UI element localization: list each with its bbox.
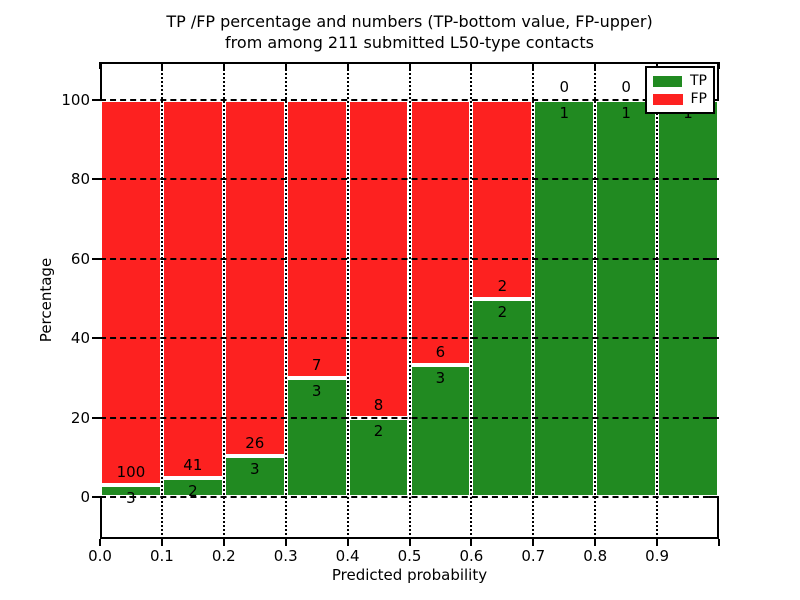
x-tick-label: 0.2	[211, 547, 236, 565]
y-tick-label: 60	[70, 249, 90, 268]
x-tick-mark	[594, 539, 597, 546]
tp-count-label: 1	[559, 104, 570, 123]
y-tick-label: 80	[70, 170, 90, 189]
gridline-v	[656, 62, 659, 539]
legend: TP FP	[645, 66, 715, 114]
x-tick-mark	[346, 539, 349, 546]
gridline-v	[532, 62, 535, 539]
x-tick-label: 0.6	[459, 547, 484, 565]
x-tick-mark	[656, 539, 659, 546]
x-tick-mark	[160, 539, 163, 546]
x-tick-mark	[99, 539, 101, 546]
x-tick-label: 0.8	[583, 547, 608, 565]
fp-count-label: 26	[245, 433, 265, 452]
x-tick-mark	[222, 62, 225, 69]
x-tick-label: 0.9	[645, 547, 670, 565]
x-tick-label: 0.5	[397, 547, 422, 565]
fp-bar-segment	[161, 100, 224, 479]
tp-count-label: 3	[435, 368, 446, 387]
tp-bar-segment	[595, 100, 658, 497]
tp-count-label: 3	[311, 381, 322, 400]
tp-bar-segment	[471, 298, 534, 497]
chart-title-line2: from among 211 submitted L50-type contac…	[225, 33, 594, 52]
y-tick-label: 0	[80, 487, 90, 506]
x-tick-mark	[656, 62, 659, 69]
y-tick-mark	[709, 257, 717, 260]
gridline-v	[470, 62, 473, 539]
y-tick-mark	[709, 416, 717, 419]
tp-count-label: 3	[249, 459, 260, 478]
y-tick-label: 20	[70, 408, 90, 427]
x-tick-label: 0.0	[88, 547, 112, 565]
x-tick-mark	[222, 539, 225, 546]
x-tick-mark	[532, 62, 535, 69]
y-tick-mark	[92, 99, 100, 102]
x-tick-label: 0.3	[273, 547, 298, 565]
y-tick-mark	[709, 495, 717, 498]
fp-count-label: 0	[559, 78, 570, 97]
y-tick-mark	[92, 178, 100, 181]
legend-label-tp: TP	[690, 73, 707, 89]
x-tick-mark	[346, 62, 349, 69]
chart-title: TP /FP percentage and numbers (TP-bottom…	[100, 11, 719, 53]
tp-count-label: 2	[373, 421, 384, 440]
legend-item-fp: FP	[653, 92, 707, 106]
tp-bar-segment	[657, 100, 719, 497]
x-tick-mark	[284, 62, 287, 69]
legend-item-tp: TP	[653, 74, 707, 88]
y-tick-mark	[709, 178, 717, 181]
x-tick-mark	[160, 62, 163, 69]
tp-count-label: 1	[621, 104, 631, 123]
x-tick-mark	[408, 62, 411, 69]
fp-count-label: 6	[435, 342, 446, 361]
y-tick-mark	[709, 337, 717, 340]
x-tick-label: 0.1	[149, 547, 174, 565]
fp-count-label: 100	[116, 463, 146, 482]
y-tick-label: 100	[61, 91, 90, 110]
gridline-v	[594, 62, 597, 539]
gridline-v	[222, 62, 225, 539]
chart-title-line1: TP /FP percentage and numbers (TP-bottom…	[166, 12, 653, 31]
x-tick-label: 0.4	[335, 547, 360, 565]
x-tick-mark	[99, 62, 101, 69]
gridline-v	[408, 62, 411, 539]
gridline-v	[346, 62, 349, 539]
fp-swatch-icon	[653, 93, 683, 105]
gridline-v	[160, 62, 163, 539]
fp-count-label: 8	[373, 395, 384, 414]
tp-count-label: 3	[126, 489, 136, 508]
fp-count-label: 2	[497, 276, 508, 295]
x-tick-mark	[470, 539, 473, 546]
x-tick-mark	[718, 539, 720, 546]
gridline-v	[284, 62, 287, 539]
y-tick-mark	[92, 416, 100, 419]
fp-count-label: 7	[311, 355, 322, 374]
x-tick-mark	[408, 539, 411, 546]
y-tick-label: 40	[70, 329, 90, 348]
fp-bar-segment	[471, 100, 534, 299]
tp-count-label: 2	[497, 302, 508, 321]
y-tick-mark	[92, 257, 100, 260]
x-axis-label: Predicted probability	[331, 566, 488, 584]
x-tick-mark	[594, 62, 597, 69]
y-tick-mark	[92, 495, 100, 498]
x-tick-mark	[718, 62, 720, 69]
fp-bar-segment	[223, 100, 286, 456]
legend-label-fp: FP	[690, 91, 708, 107]
fp-bar-segment	[100, 100, 162, 486]
x-tick-label: 0.7	[521, 547, 546, 565]
fp-bar-segment	[409, 100, 472, 365]
x-tick-mark	[284, 539, 287, 546]
x-tick-mark	[470, 62, 473, 69]
fp-count-label: 0	[621, 78, 631, 97]
tp-bar-segment	[533, 100, 596, 497]
y-tick-mark	[92, 337, 100, 340]
x-tick-mark	[532, 539, 535, 546]
tp-count-label: 2	[188, 482, 198, 501]
fp-count-label: 41	[183, 456, 203, 475]
tp-swatch-icon	[653, 75, 682, 87]
